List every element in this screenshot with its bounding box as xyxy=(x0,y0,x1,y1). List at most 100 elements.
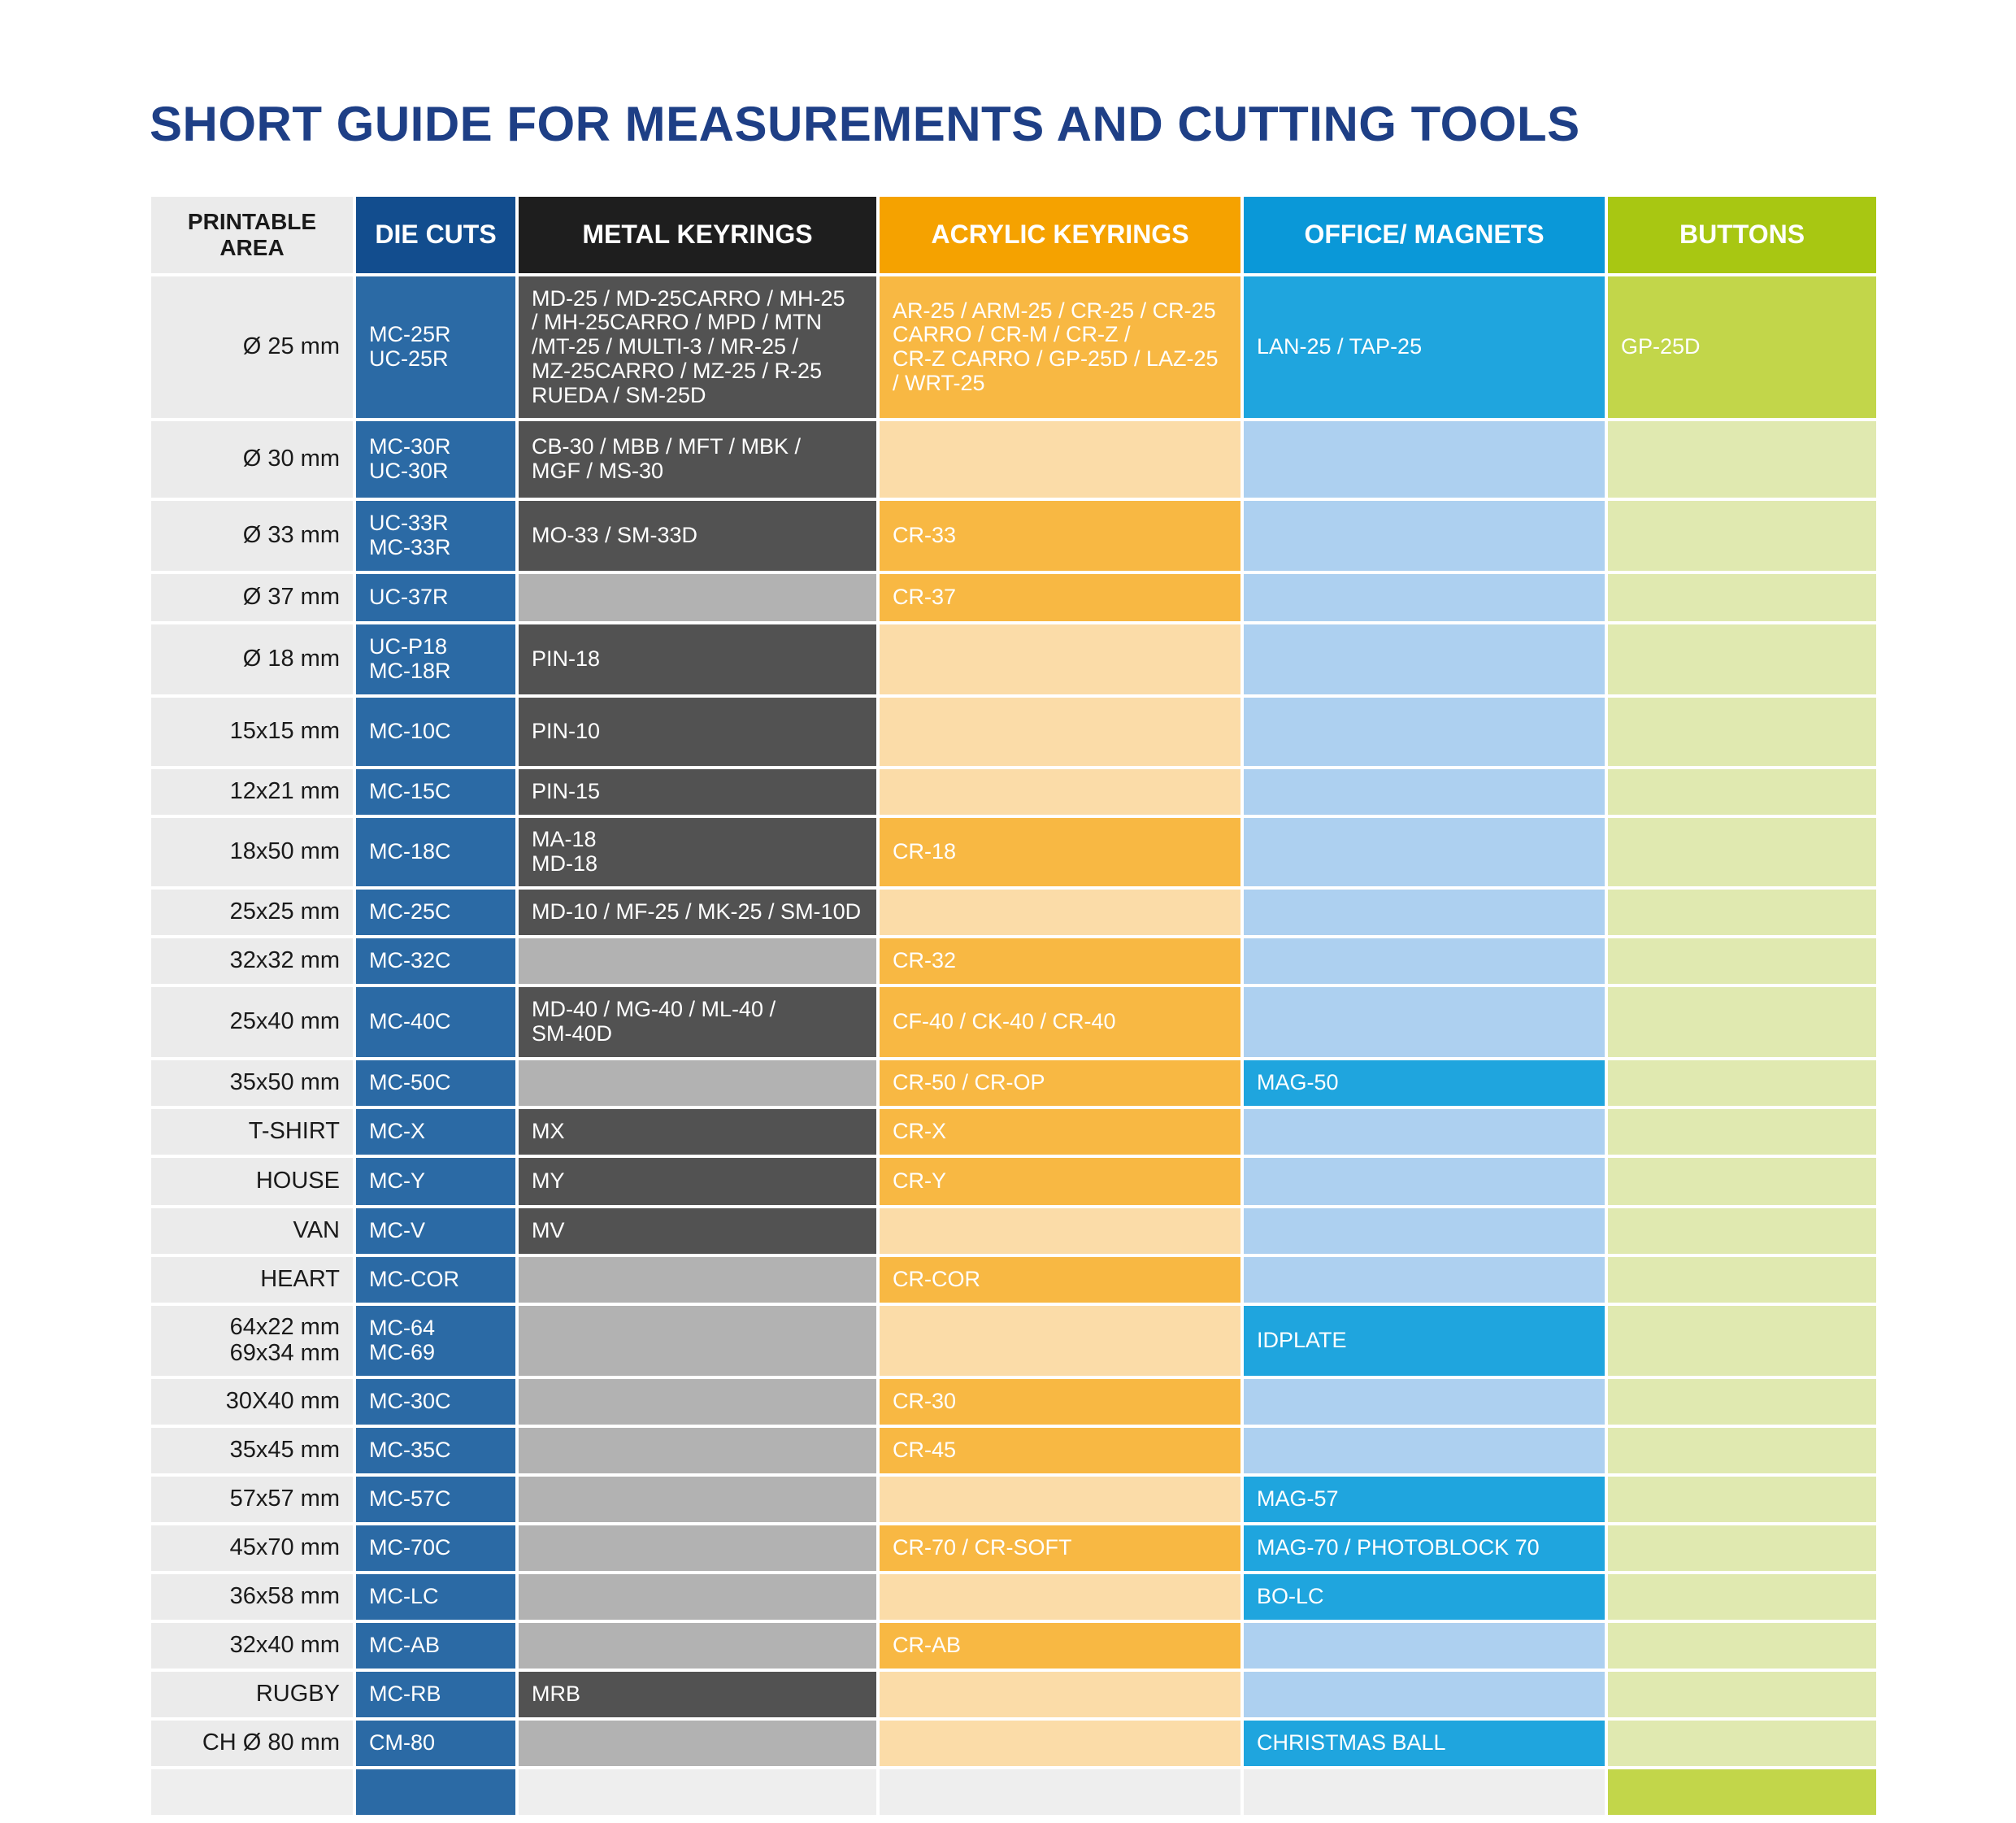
die-cut-cell-text: MC-RB xyxy=(369,1682,441,1707)
header-printable-area: PRINTABLE AREA xyxy=(151,197,353,273)
die-cut-cell-text: MC-AB xyxy=(369,1633,440,1658)
die-cut-cell-text: MC-COR xyxy=(369,1267,459,1292)
office-magnet-cell xyxy=(1244,938,1605,984)
button-cell xyxy=(1608,698,1876,766)
metal-keyring-cell-text: MA-18 xyxy=(532,827,597,852)
office-magnet-cell: MAG-57 xyxy=(1244,1477,1605,1522)
office-magnet-cell: BO-LC xyxy=(1244,1574,1605,1620)
acrylic-keyring-cell: CR-50 / CR-OP xyxy=(880,1060,1240,1106)
area-cell-text: 69x34 mm xyxy=(229,1340,340,1366)
acrylic-keyring-cell-text: CR-32 xyxy=(893,948,957,973)
area-cell: 35x50 mm xyxy=(151,1060,353,1106)
area-cell-text: T-SHIRT xyxy=(248,1118,340,1145)
acrylic-keyring-cell-text: CR-50 / CR-OP xyxy=(893,1070,1045,1095)
metal-keyring-cell xyxy=(519,1477,876,1522)
acrylic-keyring-cell xyxy=(880,1574,1240,1620)
metal-keyring-cell xyxy=(519,1574,876,1620)
die-cut-cell-text: MC-18C xyxy=(369,839,451,864)
die-cut-cell: MC-57C xyxy=(356,1477,515,1522)
metal-keyring-cell xyxy=(519,1428,876,1473)
acrylic-keyring-cell: CR-70 / CR-SOFT xyxy=(880,1525,1240,1571)
metal-keyring-cell: MY xyxy=(519,1158,876,1205)
area-cell: Ø 25 mm xyxy=(151,276,353,418)
metal-keyring-cell: MV xyxy=(519,1208,876,1254)
acrylic-keyring-cell: CR-37 xyxy=(880,574,1240,621)
area-cell: 25x25 mm xyxy=(151,890,353,935)
button-cell-text: GP-25D xyxy=(1621,334,1701,359)
die-cut-cell-text: MC-70C xyxy=(369,1535,451,1560)
acrylic-keyring-cell xyxy=(880,769,1240,815)
acrylic-keyring-cell-text: CR-18 xyxy=(893,839,957,864)
office-magnet-cell-text: MAG-57 xyxy=(1257,1486,1339,1512)
metal-keyring-cell: MRB xyxy=(519,1672,876,1717)
office-magnet-cell xyxy=(1244,818,1605,886)
metal-keyring-cell: CB-30 / MBB / MFT / MBK / MGF / MS-30 xyxy=(519,421,876,498)
office-magnet-cell xyxy=(1244,574,1605,621)
die-cut-cell: UC-P18 MC-18R xyxy=(356,624,515,694)
die-cut-cell: MC-Y xyxy=(356,1158,515,1205)
die-cut-cell: MC-40C xyxy=(356,987,515,1057)
area-cell-text: CH Ø 80 mm xyxy=(202,1729,340,1756)
office-magnet-cell: MAG-70 / PHOTOBLOCK 70 xyxy=(1244,1525,1605,1571)
office-magnet-cell xyxy=(1244,421,1605,498)
die-cut-cell: MC-COR xyxy=(356,1257,515,1303)
acrylic-keyring-cell xyxy=(880,1208,1240,1254)
metal-keyring-cell-text: MZ-25CARRO / MZ-25 / R-25 xyxy=(532,358,823,383)
acrylic-keyring-cell xyxy=(880,890,1240,935)
die-cut-cell-text: MC-69 xyxy=(369,1340,436,1364)
metal-keyring-cell-text: CB-30 / MBB / MFT / MBK / xyxy=(532,434,802,459)
die-cut-cell: MC-30C xyxy=(356,1379,515,1425)
metal-keyring-cell-text: RUEDA / SM-25D xyxy=(532,382,706,407)
button-cell xyxy=(1608,1721,1876,1766)
button-cell xyxy=(1608,1428,1876,1473)
die-cut-cell: MC-70C xyxy=(356,1525,515,1571)
metal-keyring-cell: MD-25 / MD-25CARRO / MH-25/ MH-25CARRO /… xyxy=(519,276,876,418)
button-cell xyxy=(1608,1158,1876,1205)
button-cell xyxy=(1608,890,1876,935)
guide-table: PRINTABLE AREA DIE CUTS METAL KEYRINGS A… xyxy=(151,197,1876,1823)
acrylic-keyring-cell: CR-33 xyxy=(880,501,1240,571)
area-cell: 45x70 mm xyxy=(151,1525,353,1571)
metal-keyring-cell-text: MD-10 / MF-25 / MK-25 / SM-10D xyxy=(532,899,862,925)
area-cell-text: 36x58 mm xyxy=(229,1583,340,1610)
die-cut-cell: UC-33R MC-33R xyxy=(356,501,515,571)
area-cell-text: 45x70 mm xyxy=(229,1534,340,1561)
acrylic-keyring-cell: CR-45 xyxy=(880,1428,1240,1473)
button-cell xyxy=(1608,818,1876,886)
area-cell: Ø 37 mm xyxy=(151,574,353,621)
office-magnet-cell xyxy=(1244,501,1605,571)
office-magnet-cell: LAN-25 / TAP-25 xyxy=(1244,276,1605,418)
area-cell-text: 30X40 mm xyxy=(225,1388,340,1415)
area-cell: 57x57 mm xyxy=(151,1477,353,1522)
acrylic-keyring-cell-text: CR-70 / CR-SOFT xyxy=(893,1535,1072,1560)
area-cell-text: 35x50 mm xyxy=(229,1069,340,1096)
area-cell-text: HEART xyxy=(260,1266,340,1293)
acrylic-keyring-cell xyxy=(880,1477,1240,1522)
office-magnet-cell xyxy=(1244,1158,1605,1205)
die-cut-cell: MC-35C xyxy=(356,1428,515,1473)
metal-keyring-cell xyxy=(519,938,876,984)
die-cut-cell-text: UC-37R xyxy=(369,585,449,610)
die-cut-cell: MC-32C xyxy=(356,938,515,984)
metal-keyring-cell-text: MX xyxy=(532,1119,565,1144)
office-magnet-cell xyxy=(1244,1672,1605,1717)
acrylic-keyring-cell-text: CF-40 / CK-40 / CR-40 xyxy=(893,1009,1116,1034)
office-magnet-cell-text: MAG-70 / PHOTOBLOCK 70 xyxy=(1257,1535,1540,1560)
metal-keyring-cell-text: MY xyxy=(532,1168,565,1194)
die-cut-cell: MC-50C xyxy=(356,1060,515,1106)
metal-keyring-cell xyxy=(519,1623,876,1669)
area-cell-text: 64x22 mm xyxy=(229,1314,340,1341)
metal-keyring-cell-text: PIN-10 xyxy=(532,719,601,744)
area-cell: HOUSE xyxy=(151,1158,353,1205)
button-cell xyxy=(1608,1574,1876,1620)
button-cell xyxy=(1608,421,1876,498)
office-magnet-cell xyxy=(1244,1623,1605,1669)
die-cut-cell-text: MC-33R xyxy=(369,535,451,559)
die-cut-cell: MC-64 MC-69 xyxy=(356,1306,515,1376)
metal-keyring-cell-text: PIN-18 xyxy=(532,646,601,672)
metal-keyring-cell-text: MD-25 / MD-25CARRO / MH-25 xyxy=(532,285,845,311)
button-cell xyxy=(1608,1379,1876,1425)
die-cut-cell: MC-25C xyxy=(356,890,515,935)
area-cell: 15x15 mm xyxy=(151,698,353,766)
die-cut-cell-text: MC-25C xyxy=(369,899,451,925)
